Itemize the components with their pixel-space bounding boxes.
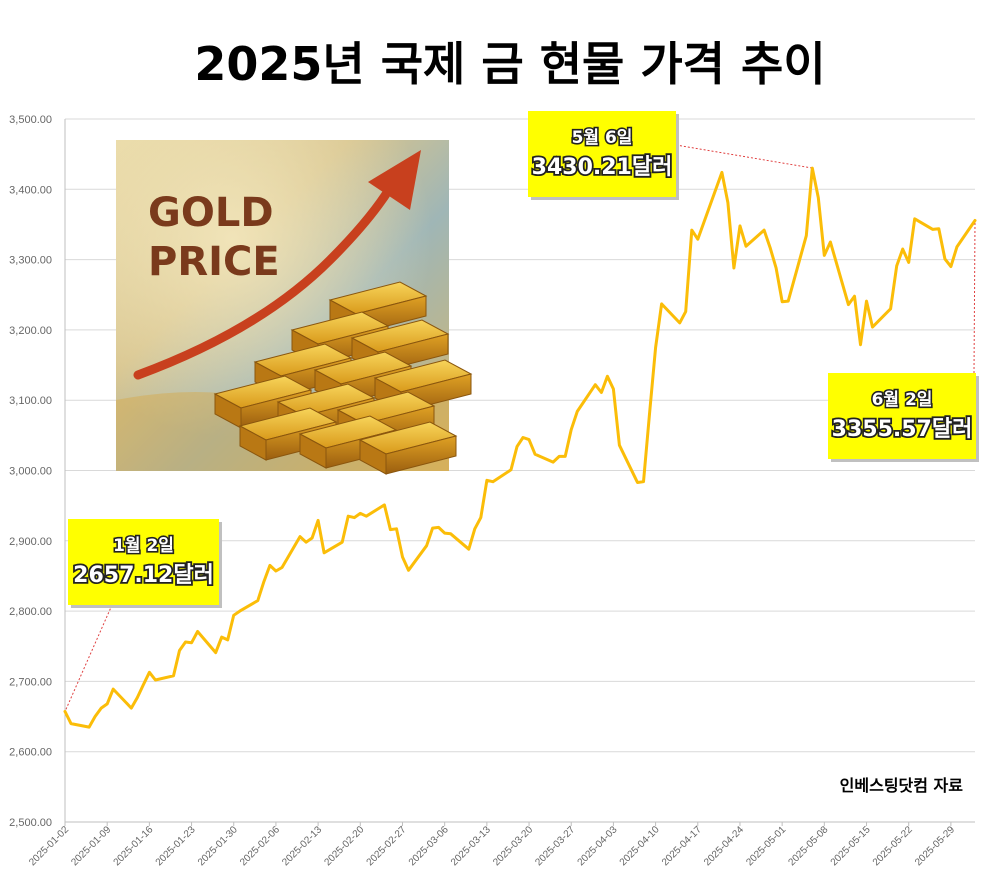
x-axis-ticks: 2025-01-022025-01-092025-01-162025-01-23… <box>27 822 957 868</box>
gold-bars-icon <box>213 281 473 475</box>
x-tick-label: 2025-05-22 <box>871 824 915 868</box>
callout-date-label: 1월 2일 <box>113 536 174 556</box>
x-tick-label: 2025-04-10 <box>618 824 662 868</box>
callout-value-label: 3355.57달러 <box>832 417 973 442</box>
x-tick-label: 2025-05-08 <box>787 824 831 868</box>
illustration-word-price: PRICE <box>148 239 280 285</box>
callout-leader-line <box>64 604 113 712</box>
x-tick-label: 2025-02-13 <box>280 824 324 868</box>
x-tick-label: 2025-03-06 <box>407 824 451 868</box>
y-tick-label: 3,500.00 <box>9 114 52 126</box>
callout-date-label: 5월 6일 <box>572 128 633 148</box>
illustration-word-gold: GOLD <box>148 190 274 236</box>
callout-leaders <box>64 144 976 712</box>
x-tick-label: 2025-01-09 <box>69 824 113 868</box>
x-tick-label: 2025-02-06 <box>238 824 282 868</box>
callout: 1월 2일 2657.12달러 <box>68 519 222 608</box>
y-tick-label: 2,800.00 <box>9 606 52 618</box>
y-tick-label: 3,300.00 <box>9 255 52 267</box>
x-tick-label: 2025-01-23 <box>154 824 198 868</box>
y-tick-label: 3,400.00 <box>9 184 52 196</box>
x-tick-label: 2025-04-03 <box>576 824 620 868</box>
x-tick-label: 2025-01-02 <box>27 824 71 868</box>
x-tick-label: 2025-05-01 <box>744 824 788 868</box>
x-tick-label: 2025-02-27 <box>365 824 409 868</box>
callouts: 1월 2일 2657.12달러 5월 6일 3430.21달러 6월 2일 3355.57… <box>68 111 979 608</box>
callout-leader-line <box>675 144 813 169</box>
x-tick-label: 2025-01-30 <box>196 824 240 868</box>
callout-date-label: 6월 2일 <box>872 390 933 410</box>
callout: 6월 2일 3355.57달러 <box>828 373 979 462</box>
y-tick-label: 2,600.00 <box>9 747 52 759</box>
gold-price-illustration: GOLD PRICE <box>116 140 473 475</box>
x-tick-label: 2025-03-13 <box>449 824 493 868</box>
x-tick-label: 2025-04-17 <box>660 824 704 868</box>
y-tick-label: 2,900.00 <box>9 536 52 548</box>
callout-box <box>68 519 219 605</box>
callout-box <box>528 111 676 197</box>
chart-title: 2025년 국제 금 현물 가격 추이 <box>194 37 825 91</box>
y-tick-label: 2,500.00 <box>9 817 52 829</box>
callout-leader-line <box>973 220 976 374</box>
arrow-head-icon <box>368 150 421 210</box>
x-tick-label: 2025-05-15 <box>829 824 873 868</box>
series-line-layer <box>63 166 977 729</box>
callout-value-label: 2657.12달러 <box>73 563 214 588</box>
x-tick-label: 2025-01-16 <box>112 824 156 868</box>
callout: 5월 6일 3430.21달러 <box>528 111 679 200</box>
x-tick-label: 2025-03-27 <box>533 824 577 868</box>
y-axis-ticks: 2,500.00 2,600.00 2,700.00 2,800.00 2,900.00… <box>9 114 52 829</box>
callout-box <box>828 373 976 459</box>
gold-bar-icon <box>358 421 458 475</box>
callout-value-label: 3430.21달러 <box>532 155 673 180</box>
y-tick-label: 3,200.00 <box>9 325 52 337</box>
y-tick-label: 3,000.00 <box>9 466 52 478</box>
y-tick-label: 2,700.00 <box>9 676 52 688</box>
x-tick-label: 2025-05-29 <box>913 824 957 868</box>
y-tick-label: 3,100.00 <box>9 395 52 407</box>
x-tick-label: 2025-02-20 <box>322 824 366 868</box>
rising-arrow-icon <box>133 183 395 380</box>
source-label: 인베스팅닷컴 자료 <box>840 776 964 795</box>
series-line <box>63 166 977 729</box>
x-tick-label: 2025-04-24 <box>702 824 746 868</box>
x-tick-label: 2025-03-20 <box>491 824 535 868</box>
